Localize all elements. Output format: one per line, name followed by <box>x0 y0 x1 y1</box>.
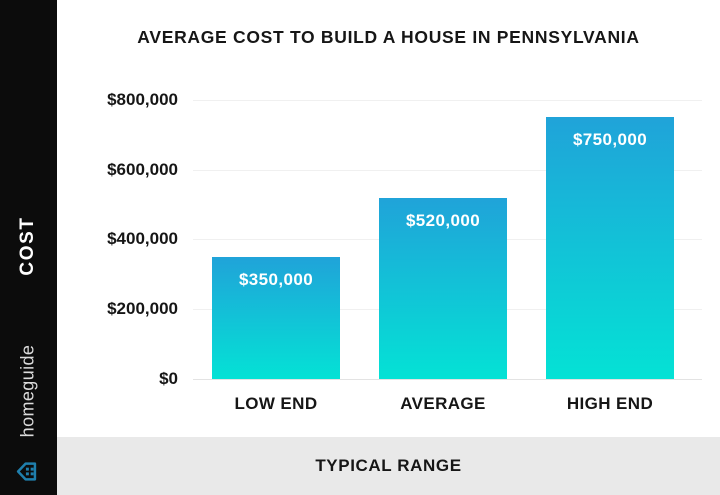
ytick-200k: $200,000 <box>107 299 178 318</box>
bar-average: $520,000 <box>379 198 507 379</box>
cost-axis-label: COST <box>17 216 38 276</box>
bar-high-end: $750,000 <box>546 117 674 379</box>
bar-low-end-value: $350,000 <box>238 270 314 289</box>
chart-title: AVERAGE COST TO BUILD A HOUSE IN PENNSYL… <box>137 27 640 47</box>
bar-low-end: $350,000 <box>212 257 340 379</box>
left-sidebar: COST homeguide <box>0 0 57 495</box>
ytick-600k: $600,000 <box>107 160 178 179</box>
typical-range-label: TYPICAL RANGE <box>315 456 462 475</box>
ytick-0: $0 <box>159 369 178 388</box>
x-axis-line <box>193 379 702 380</box>
bar-average-value: $520,000 <box>405 211 481 230</box>
xtick-high-end: HIGH END <box>566 394 654 413</box>
ytick-400k: $400,000 <box>107 229 178 248</box>
bar-high-end-value: $750,000 <box>572 130 648 149</box>
homeguide-brand-label: homeguide <box>17 344 38 438</box>
xtick-average: AVERAGE <box>400 394 486 413</box>
homeguide-house-icon <box>16 462 37 481</box>
gridline-600k <box>193 170 702 171</box>
ytick-800k: $800,000 <box>107 90 178 109</box>
typical-range-banner: TYPICAL RANGE <box>0 437 720 495</box>
gridline-800k <box>193 100 702 101</box>
xtick-low-end: LOW END <box>234 394 318 413</box>
